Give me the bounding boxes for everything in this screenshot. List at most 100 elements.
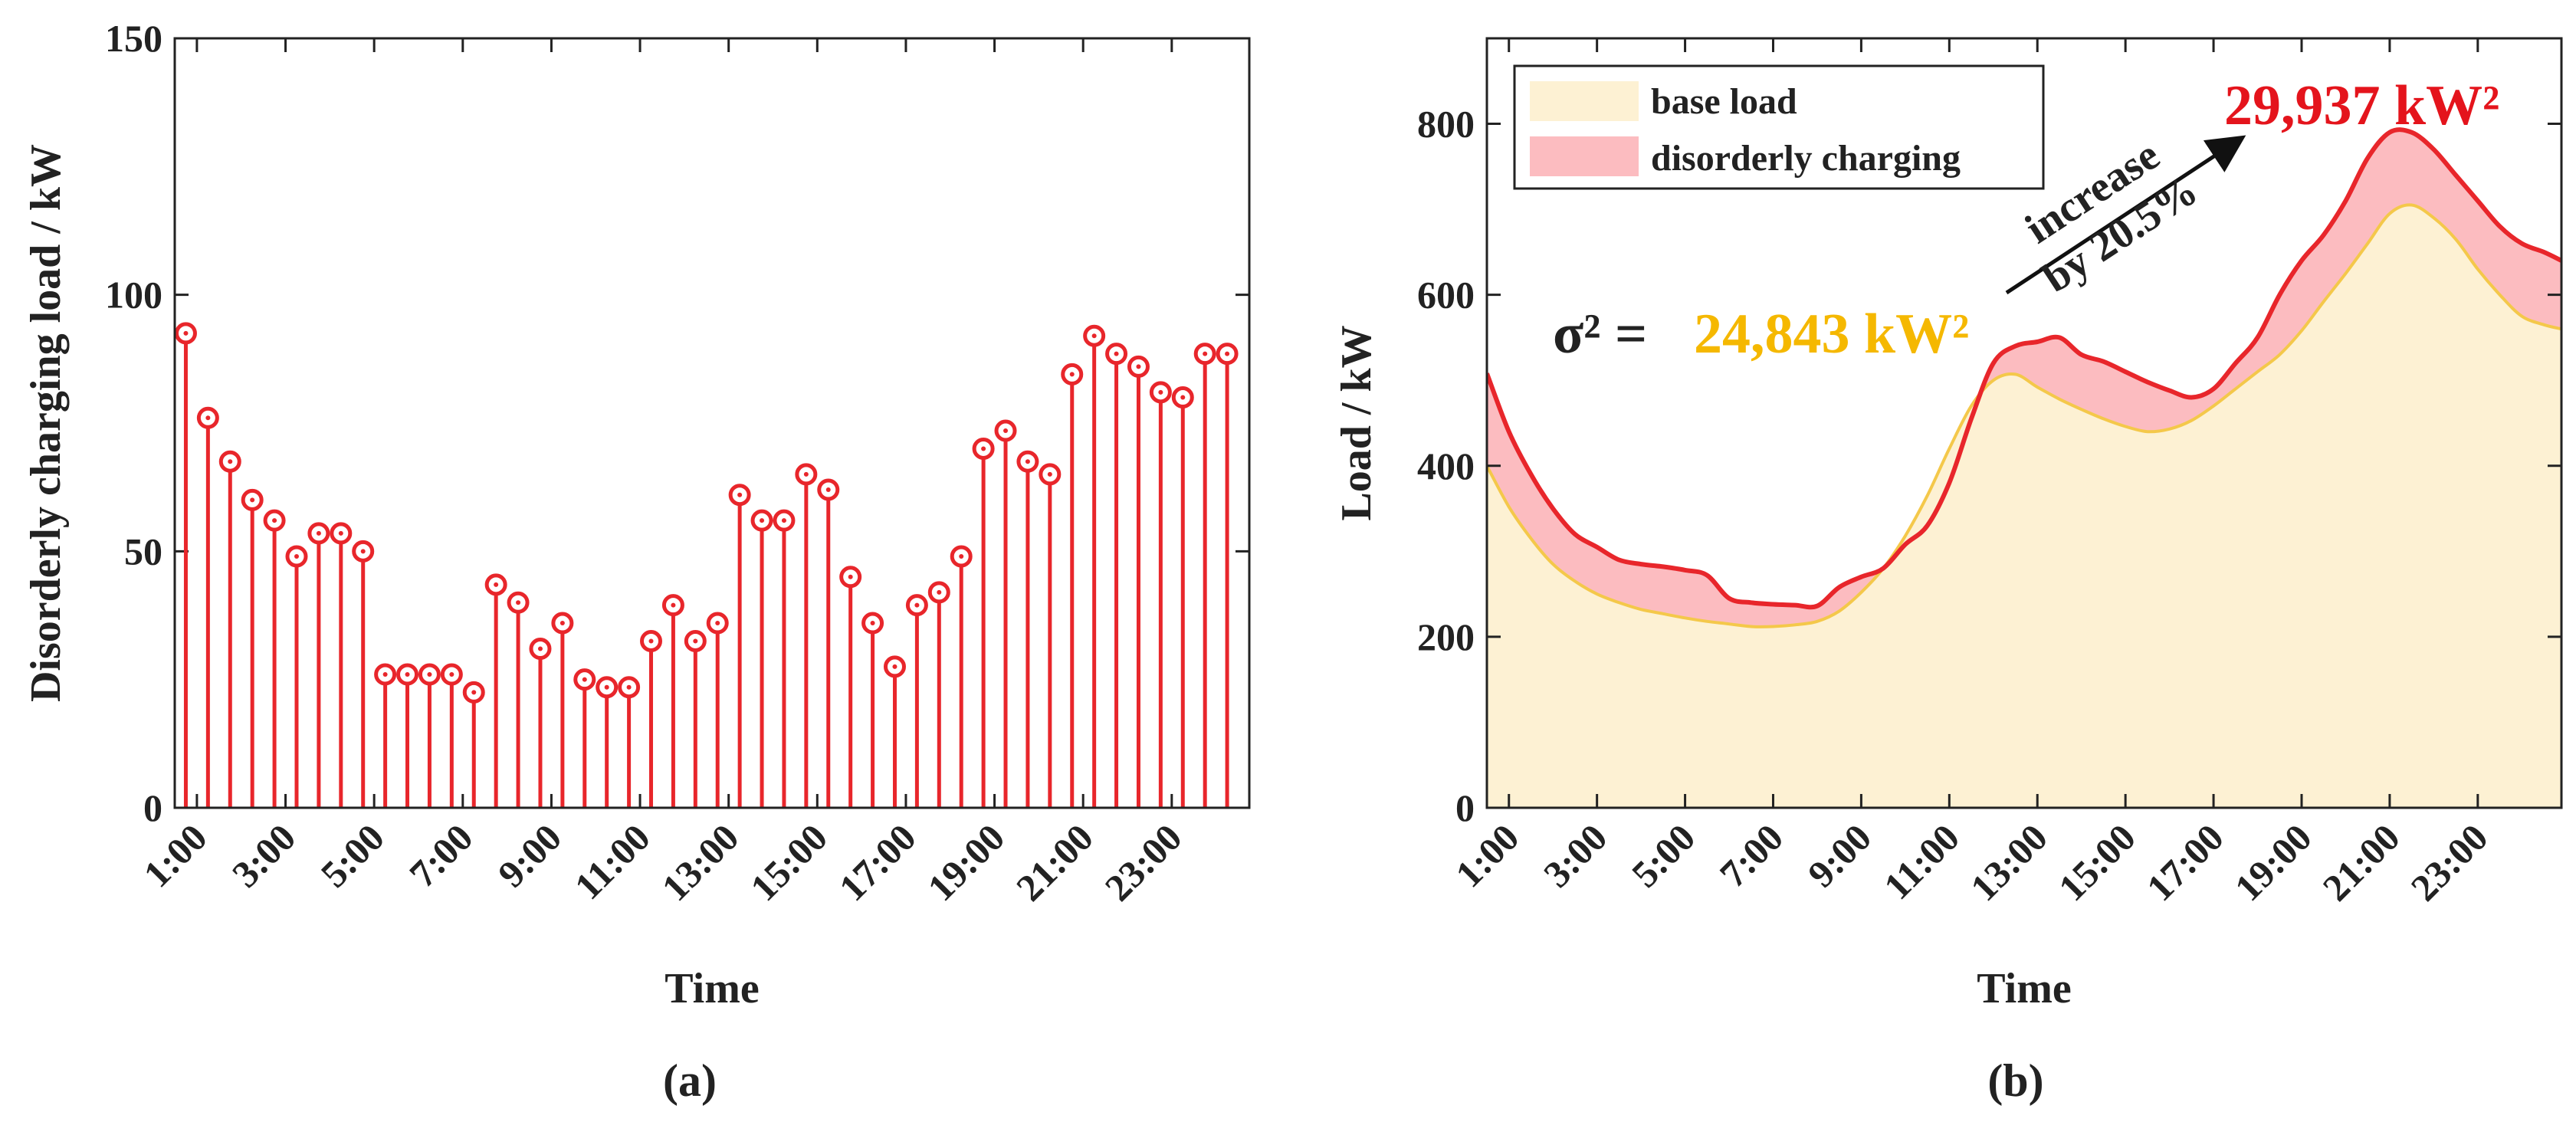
panel-b-y-tick-label: 600: [1417, 274, 1475, 317]
panel-a-x-tick-label: 17:00: [831, 815, 924, 909]
stem-marker-dot: [471, 690, 477, 695]
stem-marker-dot: [870, 621, 875, 626]
stem-marker-dot: [338, 530, 343, 536]
stem-marker-dot: [427, 671, 432, 677]
stem-marker-dot: [825, 487, 831, 493]
panel-b-x-tick-label: 21:00: [2315, 815, 2408, 909]
panel-b-x-axis-label: Time: [1977, 965, 2071, 1012]
stem-marker-dot: [892, 664, 897, 669]
stem-marker-dot: [516, 600, 521, 605]
stem-marker-dot: [760, 518, 765, 523]
panel-a-y-axis-label: Disorderly charging load / kW: [22, 144, 70, 702]
panel-a-x-ticks: 1:00 3:00 5:00 7:00 9:0011:0013:0015:0017:00…: [135, 38, 1190, 909]
panel-a-stems: [174, 322, 1239, 808]
panel-b-y-tick-label: 200: [1417, 615, 1475, 658]
panel-b-x-tick-label: 19:00: [2227, 815, 2320, 909]
panel-a-x-tick-label: 13:00: [653, 815, 747, 909]
panel-b-legend: base load disorderly charging: [1513, 64, 2045, 190]
stem-marker-dot: [648, 638, 654, 644]
panel-b-y-axis-label: Load / kW: [1333, 325, 1380, 520]
stem-marker-dot: [981, 446, 986, 451]
stem-marker-dot: [715, 621, 720, 626]
stem-marker-dot: [1225, 351, 1230, 356]
stem-marker-dot: [848, 574, 853, 579]
stem-marker-dot: [272, 518, 277, 523]
stem-marker-dot: [228, 459, 233, 464]
panel-a-x-tick-label: 9:00: [490, 815, 569, 895]
panel-b-x-tick-label: 15:00: [2050, 815, 2144, 909]
stem-marker-dot: [1047, 471, 1052, 477]
panel-a-x-tick-label: 19:00: [919, 815, 1012, 909]
stem-marker-dot: [294, 554, 299, 559]
panel-a-y-ticks: 0 50 100 150: [105, 17, 1249, 829]
stem-marker-dot: [205, 415, 211, 421]
stem-marker-dot: [914, 602, 920, 608]
panel-a-y-tick-label: 50: [124, 530, 162, 572]
legend-label-disorderly-charging: disorderly charging: [1651, 138, 1961, 179]
stem-marker-dot: [316, 530, 321, 536]
panel-a-x-tick-label: 11:00: [566, 815, 658, 907]
stem-marker-dot: [183, 330, 189, 336]
increase-arrow: [2005, 135, 2246, 295]
legend-label-base-load: base load: [1651, 81, 1797, 122]
stem-marker-dot: [405, 671, 410, 677]
panel-a-x-axis-label: Time: [665, 965, 759, 1012]
panel-b-y-tick-label: 400: [1417, 445, 1475, 487]
panel-a-axes-frame: [173, 37, 1251, 809]
stem-marker-dot: [382, 671, 388, 677]
panel-b-y-tick-label: 0: [1455, 786, 1475, 829]
stem-marker-dot: [604, 684, 609, 690]
panel-b-x-tick-label: 17:00: [2138, 815, 2232, 909]
stem-marker-dot: [1069, 372, 1075, 377]
stem-marker-dot: [1003, 428, 1009, 434]
stem-marker-dot: [582, 677, 587, 682]
stem-marker-dot: [537, 646, 543, 651]
panel-b-caption: (b): [1987, 1055, 2043, 1106]
panel-b-x-tick-label: 3:00: [1535, 815, 1615, 895]
stem-marker-dot: [671, 602, 676, 608]
panel-b-y-tick-label: 800: [1417, 103, 1475, 146]
stem-marker-dot: [959, 554, 964, 559]
legend-swatch-disorderly-charging: [1530, 136, 1639, 176]
stem-marker-dot: [360, 549, 366, 554]
stem-marker-dot: [250, 497, 255, 503]
panel-b-axes-frame: [1485, 37, 2563, 809]
stem-marker-dot: [1025, 459, 1030, 464]
stem-marker-dot: [1158, 389, 1163, 395]
legend-swatch-base-load: [1530, 81, 1639, 121]
panel-b-x-tick-label: 7:00: [1711, 815, 1791, 895]
stem-marker-dot: [737, 492, 743, 497]
panel-b-x-tick-label: 13:00: [1962, 815, 2056, 909]
stem-marker-dot: [1136, 364, 1141, 369]
stem-marker-dot: [937, 589, 942, 595]
panel-b-x-tick-label: 11:00: [1875, 815, 1967, 907]
stem-marker-dot: [1114, 351, 1119, 356]
panel-b-x-tick-label: 23:00: [2403, 815, 2496, 909]
stem-marker-dot: [494, 582, 499, 587]
stem-marker-dot: [449, 671, 454, 677]
panel-b-base-load-area: [1487, 205, 2561, 808]
stem-marker-dot: [803, 471, 809, 477]
panel-a-caption: (a): [663, 1055, 717, 1106]
stem-marker-dot: [560, 621, 565, 626]
panel-a-x-tick-label: 5:00: [313, 815, 392, 895]
panel-a-x-tick-label: 3:00: [224, 815, 304, 895]
stem-marker-dot: [781, 518, 786, 523]
sigma-base-value: 24,843 kW²: [1694, 303, 1969, 366]
panel-b-base-load-line: [1487, 203, 2561, 628]
stem-marker-dot: [1203, 351, 1208, 356]
stem-marker-dot: [1180, 395, 1186, 400]
sigma-squared-prefix: σ² =: [1553, 303, 1647, 366]
panel-b-x-tick-label: 9:00: [1800, 815, 1879, 895]
sigma-total-value: 29,937 kW²: [2224, 74, 2499, 137]
panel-a-x-tick-label: 23:00: [1097, 815, 1190, 909]
panel-a-y-tick-label: 150: [105, 17, 162, 60]
panel-a-x-tick-label: 21:00: [1008, 815, 1101, 909]
panel-b-total-load-line: [1487, 127, 2561, 610]
panel-a-y-tick-label: 0: [143, 786, 162, 829]
panel-a-y-tick-label: 100: [105, 274, 162, 317]
panel-b-x-tick-label: 5:00: [1623, 815, 1703, 895]
